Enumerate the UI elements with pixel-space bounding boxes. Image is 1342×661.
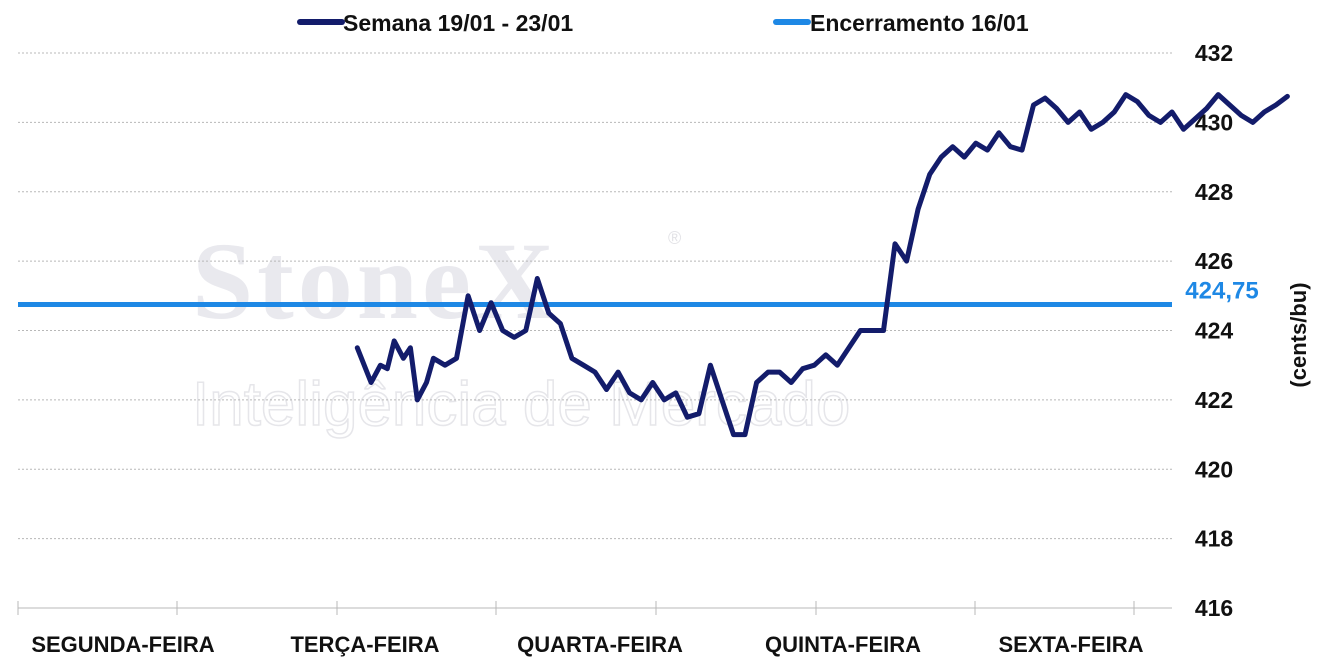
x-category-labels: SEGUNDA-FEIRA TERÇA-FEIRA QUARTA-FEIRA QUIN… [31,632,1143,657]
x-category-label: QUINTA-FEIRA [765,632,921,657]
legend-label-reference: Encerramento 16/01 [810,10,1029,36]
x-axis [17,601,1172,615]
legend: Semana 19/01 - 23/01 Encerramento 16/01 [297,10,1029,36]
reference-line-group: 424,75 [18,277,1259,307]
x-category-label: TERÇA-FEIRA [290,632,439,657]
watermark-tagline: Inteligência de Mercado [192,370,850,439]
gridlines [18,52,1172,540]
x-category-label: SEXTA-FEIRA [998,632,1143,657]
y-tick-label: 426 [1195,248,1233,274]
stonex-watermark: StoneX ® Inteligência de Mercado [191,220,851,440]
y-axis-title: (cents/bu) [1286,282,1311,387]
y-tick-label: 418 [1195,526,1234,552]
legend-label-series: Semana 19/01 - 23/01 [343,10,573,36]
y-tick-label: 420 [1195,456,1233,482]
x-category-label: QUARTA-FEIRA [517,632,683,657]
y-tick-label: 424 [1195,318,1234,344]
y-tick-label: 432 [1195,40,1233,66]
reference-line-label: 424,75 [1185,277,1258,304]
y-tick-label: 428 [1195,179,1234,205]
x-category-label: SEGUNDA-FEIRA [31,632,214,657]
watermark-registered-mark: ® [668,228,681,248]
y-tick-label: 422 [1195,387,1233,413]
y-tick-label: 416 [1195,595,1233,621]
series-line [354,92,1290,438]
series-group [354,92,1290,438]
watermark-brand: StoneX [192,220,558,342]
